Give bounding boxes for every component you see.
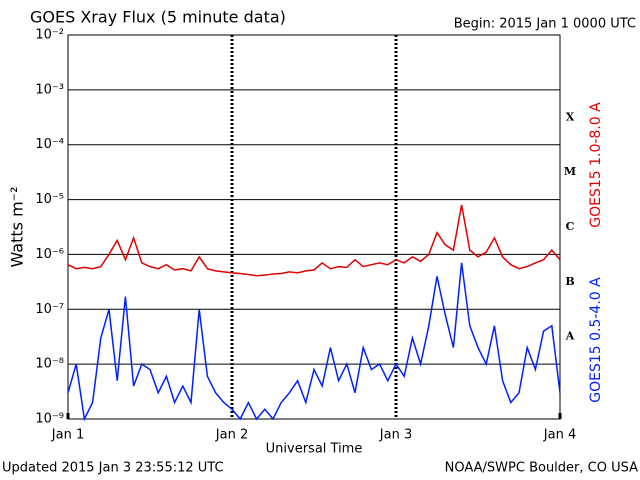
legend-entry: GOES15 1.0-8.0 A xyxy=(588,102,604,228)
x-tick-label: Jan 3 xyxy=(379,428,412,443)
x-tick-label: Jan 1 xyxy=(51,428,84,443)
series-line xyxy=(67,262,561,422)
y-tick-label: 10⁻⁶ xyxy=(35,247,64,262)
footer-left: Updated 2015 Jan 3 23:55:12 UTC xyxy=(2,461,224,476)
flare-class-label: C xyxy=(566,220,575,233)
y-axis-label: Watts m⁻² xyxy=(8,186,27,267)
plot-frame xyxy=(67,34,561,420)
legend-entry: GOES15 0.5-4.0 A xyxy=(588,277,604,403)
flare-class-label: M xyxy=(564,165,576,178)
y-tick-label: 10⁻⁹ xyxy=(35,412,64,427)
flare-class-label: X xyxy=(566,110,575,123)
y-tick-label: 10⁻³ xyxy=(35,82,64,97)
chart-title: GOES Xray Flux (5 minute data) xyxy=(30,8,286,27)
y-tick-label: 10⁻² xyxy=(35,28,64,43)
footer-right: NOAA/SWPC Boulder, CO USA xyxy=(445,461,638,476)
flare-class-label: B xyxy=(565,275,574,288)
series-line xyxy=(67,204,561,277)
y-tick-label: 10⁻⁸ xyxy=(35,357,64,372)
y-tick-label: 10⁻⁵ xyxy=(35,192,64,207)
x-tick-label: Jan 2 xyxy=(215,428,248,443)
flare-class-label: A xyxy=(565,330,575,343)
subtitle: Begin: 2015 Jan 1 0000 UTC xyxy=(454,17,636,32)
x-axis-label: Universal Time xyxy=(266,442,363,457)
y-tick-label: 10⁻⁴ xyxy=(35,137,64,152)
y-tick-label: 10⁻⁷ xyxy=(35,302,64,317)
x-tick-label: Jan 4 xyxy=(543,428,576,443)
